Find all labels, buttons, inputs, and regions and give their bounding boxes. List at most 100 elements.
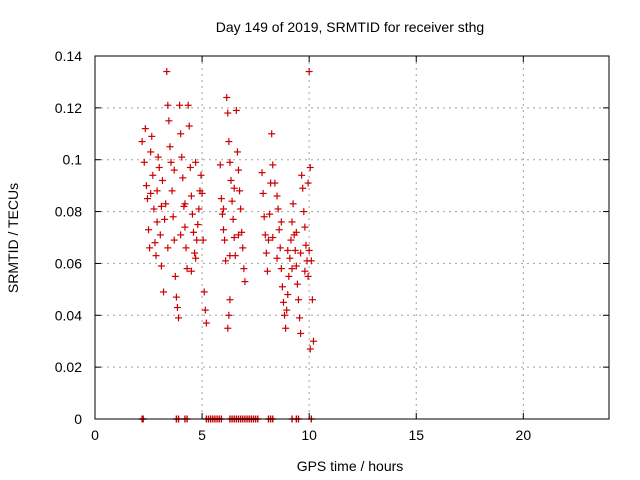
- data-point: [289, 200, 297, 208]
- data-point: [186, 163, 194, 171]
- data-point: [173, 304, 181, 312]
- data-point: [153, 218, 161, 226]
- grid-lines: [95, 56, 609, 419]
- data-point: [302, 241, 310, 249]
- data-point: [261, 231, 269, 239]
- data-point: [167, 158, 175, 166]
- data-point: [224, 109, 232, 117]
- data-point: [154, 153, 162, 161]
- data-point: [147, 189, 155, 197]
- y-tick-labels: 0 0.02 0.04 0.06 0.08 0.1 0.12 0.14: [55, 48, 82, 427]
- data-point: [166, 143, 174, 151]
- data-point: [181, 200, 189, 208]
- data-point: [187, 267, 195, 275]
- data-point: [269, 161, 277, 169]
- y-tick-label: 0.06: [55, 255, 82, 271]
- data-point: [305, 246, 313, 254]
- data-point: [288, 265, 296, 273]
- data-point: [221, 236, 229, 244]
- y-tick-label: 0.02: [55, 359, 82, 375]
- data-point: [277, 265, 285, 273]
- data-point: [299, 184, 307, 192]
- data-point: [150, 205, 158, 213]
- data-point: [168, 187, 176, 195]
- data-point: [296, 314, 304, 322]
- data-point: [278, 283, 286, 291]
- data-point: [222, 257, 230, 265]
- data-point: [236, 187, 244, 195]
- data-point: [157, 202, 165, 210]
- data-point: [218, 210, 226, 218]
- data-point: [285, 272, 293, 280]
- data-point: [271, 179, 279, 187]
- data-point: [179, 174, 187, 182]
- data-point: [181, 223, 189, 231]
- data-point: [169, 213, 177, 221]
- data-point: [266, 210, 274, 218]
- data-point: [199, 236, 207, 244]
- y-tick-label: 0.1: [63, 152, 83, 168]
- y-tick-label: 0.12: [55, 100, 82, 116]
- data-point: [301, 223, 309, 231]
- data-point: [263, 267, 271, 275]
- x-tick-labels: 0 5 10 15 20: [91, 427, 531, 443]
- data-point: [223, 93, 231, 101]
- data-point: [163, 68, 171, 76]
- data-point: [309, 337, 317, 345]
- data-point: [185, 122, 193, 130]
- data-point: [156, 231, 164, 239]
- chart-title: Day 149 of 2019, SRMTID for receiver sth…: [216, 19, 484, 35]
- data-point: [228, 197, 236, 205]
- data-point: [220, 205, 227, 213]
- data-point: [300, 208, 308, 216]
- data-point: [273, 192, 281, 200]
- data-point: [292, 262, 300, 270]
- data-point: [197, 171, 205, 179]
- data-point: [140, 158, 148, 166]
- data-point: [224, 324, 232, 332]
- data-point: [229, 215, 237, 223]
- data-point: [152, 252, 160, 260]
- data-point: [138, 138, 146, 146]
- x-axis-label: GPS time / hours: [297, 458, 404, 474]
- data-point: [182, 244, 190, 252]
- data-point: [230, 234, 238, 241]
- data-point: [260, 213, 268, 221]
- x-tick-label: 20: [516, 427, 532, 443]
- data-point: [288, 218, 296, 226]
- x-tick-label: 0: [91, 427, 99, 443]
- data-point: [226, 158, 234, 166]
- data-point: [239, 244, 247, 252]
- data-point: [141, 125, 149, 133]
- data-point: [148, 132, 156, 140]
- data-point: [293, 280, 301, 288]
- data-point: [227, 176, 235, 184]
- data-point: [225, 138, 233, 146]
- data-point: [170, 166, 178, 174]
- data-point: [177, 231, 185, 239]
- data-point: [292, 228, 300, 236]
- data-point: [291, 246, 299, 254]
- data-point: [297, 329, 305, 337]
- data-point: [281, 311, 289, 319]
- data-point: [275, 226, 283, 234]
- data-point: [287, 236, 295, 244]
- plot-frame: [94, 55, 610, 420]
- data-point: [282, 324, 290, 332]
- data-point: [240, 265, 248, 273]
- data-point: [188, 210, 196, 218]
- data-point: [277, 218, 285, 226]
- data-point: [153, 187, 161, 195]
- data-point: [308, 296, 316, 304]
- data-point: [220, 226, 227, 234]
- data-point: [241, 278, 249, 286]
- data-point: [170, 236, 178, 244]
- data-point: [190, 228, 198, 236]
- data-point: [192, 158, 200, 166]
- data-point: [161, 215, 169, 223]
- data-point: [301, 267, 309, 275]
- y-tick-label: 0.08: [55, 204, 82, 220]
- data-point: [184, 101, 192, 109]
- data-point: [262, 249, 270, 257]
